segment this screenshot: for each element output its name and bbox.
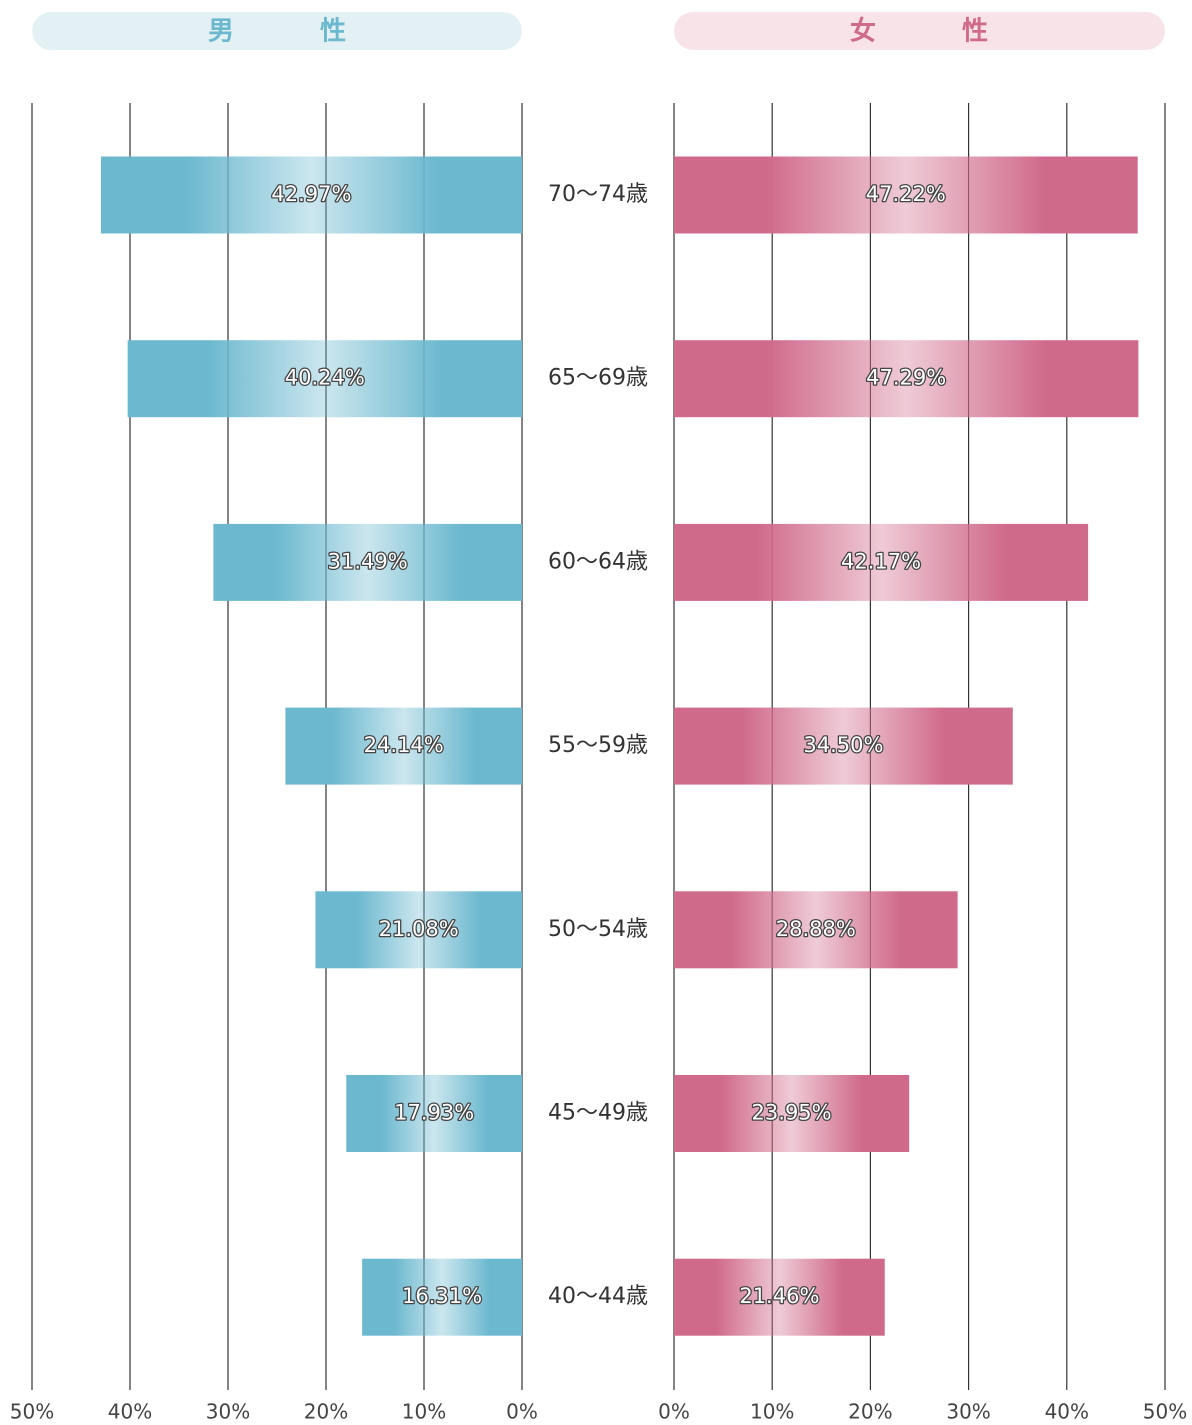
value-label: 28.88% [776, 917, 856, 941]
x-tick-label: 10% [750, 1400, 794, 1424]
value-label: 16.31% [402, 1284, 482, 1308]
category-label: 40～44歳 [548, 1284, 648, 1309]
bar [315, 891, 522, 969]
value-label: 21.46% [739, 1284, 819, 1308]
x-tick-label: 50% [1143, 1400, 1187, 1424]
bar [674, 891, 958, 969]
x-tick-label: 50% [10, 1400, 54, 1424]
value-label: 40.24% [285, 366, 365, 390]
bar [674, 1075, 910, 1152]
value-label: 42.17% [841, 549, 921, 573]
category-label: 60～64歳 [548, 549, 648, 574]
category-label: 70～74歳 [548, 182, 648, 207]
value-label: 31.49% [328, 549, 408, 573]
bar [100, 156, 523, 234]
x-tick-label: 40% [1045, 1400, 1089, 1424]
bar [674, 523, 1089, 601]
bar [213, 523, 522, 601]
female-header [674, 12, 1165, 50]
value-label: 42.97% [271, 182, 351, 206]
male-header [32, 12, 522, 50]
value-label: 47.22% [866, 182, 946, 206]
x-tick-label: 0% [506, 1400, 538, 1424]
x-tick-label: 0% [658, 1400, 690, 1424]
bar [674, 340, 1139, 418]
bar [285, 707, 522, 785]
header-label: 女 性 [850, 16, 1018, 47]
value-label: 34.50% [803, 733, 883, 757]
value-label: 47.29% [866, 366, 946, 390]
bar [674, 707, 1013, 785]
x-tick-label: 30% [946, 1400, 990, 1424]
x-tick-label: 30% [206, 1400, 250, 1424]
x-tick-label: 20% [304, 1400, 348, 1424]
value-label: 23.95% [752, 1101, 832, 1125]
bar [362, 1258, 522, 1336]
value-label: 24.14% [364, 733, 444, 757]
header-label: 男 性 [208, 17, 376, 47]
x-tick-label: 40% [108, 1400, 152, 1424]
x-tick-label: 20% [848, 1400, 892, 1424]
bar [674, 156, 1138, 234]
value-label: 17.93% [394, 1101, 474, 1125]
bar [346, 1075, 522, 1152]
category-label: 55～59歳 [548, 733, 648, 758]
category-label: 45～49歳 [548, 1101, 648, 1126]
category-label: 50～54歳 [548, 917, 648, 942]
category-label: 65～69歳 [548, 366, 648, 391]
bar [674, 1258, 885, 1336]
bar [127, 340, 522, 418]
value-label: 21.08% [379, 917, 459, 941]
x-tick-label: 10% [402, 1400, 446, 1424]
